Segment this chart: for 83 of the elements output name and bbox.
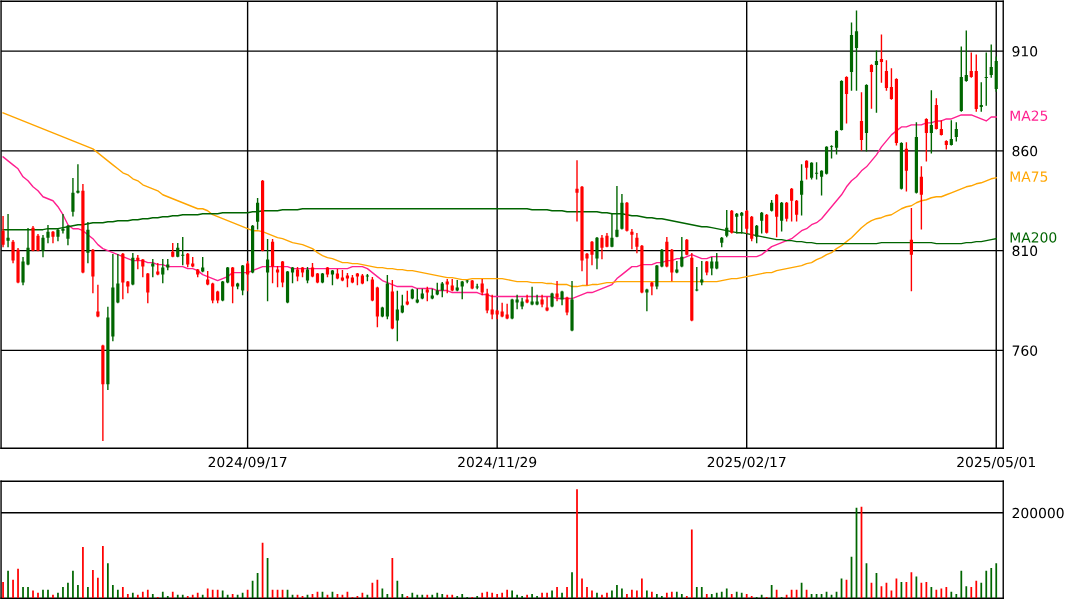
candlestick — [555, 280, 559, 302]
candlestick — [485, 288, 489, 314]
candlestick — [71, 178, 75, 217]
candlestick — [834, 130, 839, 155]
candlestick — [795, 200, 799, 222]
candlestick — [854, 10, 859, 91]
candlestick — [700, 260, 704, 286]
candlestick — [869, 64, 874, 109]
candlestick — [126, 280, 130, 294]
candlestick — [635, 232, 639, 254]
x-tick-label: 2025/02/17 — [707, 456, 786, 469]
candlestick — [505, 303, 509, 320]
candlestick — [735, 213, 739, 234]
candlestick — [889, 68, 894, 100]
series-label: MA75 — [1010, 171, 1048, 182]
series-label: MA25 — [1010, 110, 1048, 121]
candlestick — [161, 258, 165, 284]
x-tick-label: 2024/11/29 — [458, 456, 537, 469]
candlestick — [655, 264, 659, 290]
candlestick — [680, 236, 684, 268]
x-tick-label: 2025/05/01 — [957, 456, 1035, 469]
candlestick — [146, 272, 150, 304]
candlestick — [874, 50, 879, 113]
candlestick — [844, 76, 849, 124]
candlestick — [630, 228, 634, 250]
candlestick — [370, 276, 374, 302]
candlestick — [675, 260, 679, 274]
candlestick — [280, 260, 285, 288]
y-tick-label: 200000 — [1012, 507, 1064, 519]
candlestick — [964, 30, 968, 82]
candlestick — [800, 164, 804, 216]
candlestick — [750, 216, 754, 242]
candlestick — [211, 282, 215, 304]
candlestick — [760, 212, 764, 234]
candlestick — [275, 265, 280, 288]
candlestick — [819, 170, 824, 196]
candlestick — [775, 194, 779, 238]
y-tick-label: 760 — [1012, 345, 1038, 356]
candlestick — [136, 254, 140, 270]
candlestick — [545, 296, 549, 312]
candlestick — [695, 266, 699, 292]
candlestick — [984, 52, 988, 106]
candlestick — [540, 294, 544, 308]
candlestick — [525, 294, 529, 304]
candlestick — [969, 52, 973, 78]
candlestick — [745, 210, 749, 234]
candlestick — [76, 164, 80, 194]
candlestick — [41, 234, 45, 258]
candlestick — [475, 283, 479, 290]
candlestick — [670, 248, 674, 282]
candlestick — [181, 236, 185, 266]
candlestick — [650, 281, 654, 296]
y-tick-label: 860 — [1012, 145, 1038, 157]
x-tick-label: 2024/09/17 — [208, 456, 287, 469]
candlestick — [515, 294, 519, 310]
candlestick — [929, 90, 933, 154]
y-tick-label: 910 — [1012, 46, 1038, 57]
candlestick — [51, 230, 55, 244]
candlestick — [730, 210, 734, 234]
y-tick-label: 810 — [1012, 245, 1038, 257]
candlestick — [740, 212, 744, 234]
candlestick — [246, 260, 250, 292]
candlestick — [884, 60, 889, 91]
candlestick — [790, 188, 794, 222]
candlestick — [645, 288, 649, 312]
candlestick — [859, 92, 864, 151]
candlestick — [919, 166, 923, 230]
candlestick — [879, 34, 884, 83]
candlestick — [924, 118, 928, 162]
candlestick — [231, 266, 235, 304]
candlestick — [265, 238, 270, 302]
candlestick — [979, 82, 983, 112]
candlestick — [949, 120, 953, 146]
candlestick — [116, 253, 120, 304]
candlestick — [989, 44, 993, 78]
candlestick — [780, 202, 784, 232]
candlestick — [1, 216, 5, 248]
candlestick — [221, 280, 225, 302]
candlestick — [934, 98, 938, 130]
candlestick — [595, 236, 599, 270]
candlestick — [909, 208, 913, 292]
series-label: MA200 — [1010, 232, 1057, 243]
candlestick — [904, 142, 908, 192]
